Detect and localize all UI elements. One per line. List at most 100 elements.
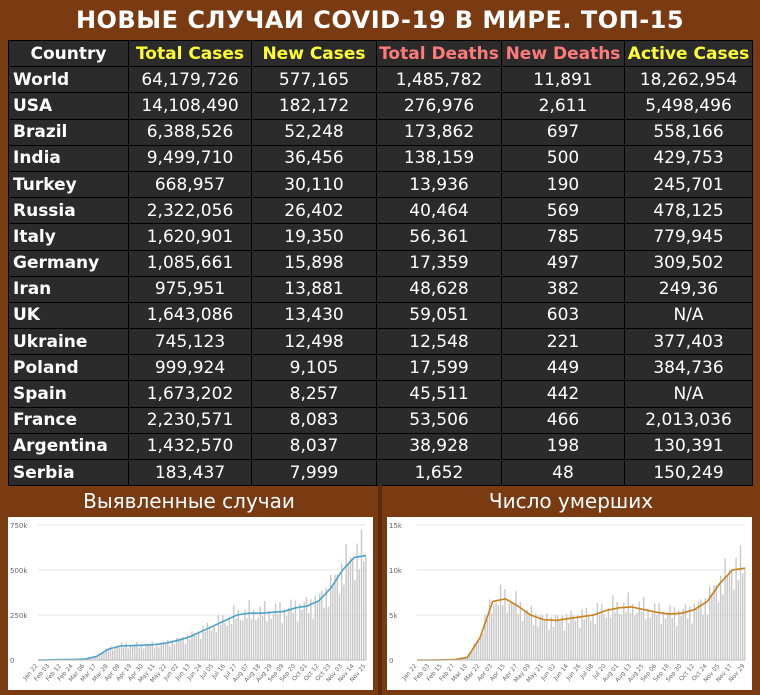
daily-bar [587,615,590,660]
value-cell: 130,391 [624,432,753,461]
y-tick-label: 250k [10,612,28,620]
value-cell: 198 [501,432,625,461]
daily-bar [316,601,319,660]
daily-bar [325,587,327,660]
daily-bar [475,644,478,660]
daily-bar [202,625,204,660]
daily-bar [618,613,621,660]
daily-bar [640,612,643,660]
daily-bar [147,644,149,660]
daily-bar [197,631,200,660]
table-row: Italy 1,620,901 19,350 56,361 785 779,945 [8,223,753,251]
daily-bar [689,606,691,660]
daily-bar [116,647,118,660]
table-header-row: Country Total Cases New Cases Total Deaths N… [8,39,753,68]
daily-bar [592,613,594,660]
daily-bar [480,636,482,660]
daily-bar [156,643,158,660]
value-cell: 173,862 [376,118,502,146]
daily-bar [609,617,612,660]
daily-bar [612,595,614,660]
daily-bar [673,607,676,660]
column-header: New Cases [251,39,377,68]
daily-bar [279,601,281,660]
daily-bar [713,585,715,660]
country-cell: India [8,144,129,172]
daily-bar [131,645,134,660]
daily-bar [471,651,473,660]
table-body: World 64,179,726 577,165 1,485,782 11,891 18,… [8,66,753,487]
value-cell: 64,179,726 [128,66,252,94]
daily-bar [477,640,480,660]
daily-bar [686,618,689,660]
daily-bar [576,615,579,660]
value-cell: 48 [501,458,625,487]
daily-bar [360,529,363,660]
daily-bar [484,614,486,660]
daily-bar [336,574,338,660]
daily-bar [151,641,154,660]
daily-bar [299,603,301,660]
value-cell: 17,599 [376,354,502,382]
value-cell: 26,402 [251,197,377,225]
daily-bar [127,648,129,660]
cases-chart-label: Выявленные случаи [83,489,295,513]
table-row: Serbia 183,437 7,999 1,652 48 150,249 [8,458,753,487]
value-cell: 249,36 [624,275,753,303]
daily-bar [268,610,270,660]
covid-table: Country Total Cases New Cases Total Deaths N… [8,39,753,487]
daily-bar [87,658,90,660]
daily-bar [92,657,94,660]
daily-bar [678,610,680,660]
daily-bar [620,614,623,660]
daily-bar [682,608,684,660]
daily-bar [717,601,720,660]
daily-bar [90,657,92,660]
daily-bar [343,584,345,660]
value-cell: 8,083 [251,406,377,434]
daily-bar [123,647,125,660]
daily-bar [281,623,283,660]
country-cell: France [8,406,129,434]
daily-bar [226,625,228,660]
value-cell: 36,456 [251,144,377,172]
daily-bar [744,568,746,660]
daily-bar [482,633,484,660]
daily-bar [653,603,656,660]
daily-bar [552,627,555,660]
daily-bar [675,626,678,660]
value-cell: 2,322,056 [128,197,252,225]
table-row: Germany 1,085,661 15,898 17,359 497 309,502 [8,249,753,277]
table-row: Poland 999,924 9,105 17,599 449 384,736 [8,354,753,382]
daily-bar [664,618,667,660]
daily-bar [94,655,96,660]
daily-bar [318,593,321,660]
daily-bar [250,618,253,660]
daily-bar [583,619,585,660]
daily-bar [96,656,99,660]
daily-bar [134,645,136,660]
value-cell: 17,359 [376,249,502,277]
value-cell: 668,957 [128,170,252,199]
daily-bar [294,600,297,660]
column-header: Active Cases [624,39,753,68]
daily-bar [114,648,116,660]
value-cell: 276,976 [376,92,502,120]
daily-bar [739,545,742,660]
covid-table-container: Country Total Cases New Cases Total Deaths N… [8,39,753,487]
country-cell: Argentina [8,432,129,461]
value-cell: 558,166 [624,118,753,146]
daily-bar [266,621,268,660]
daily-bar [213,624,215,660]
daily-bar [651,612,654,660]
table-row: Argentina 1,432,570 8,037 38,928 198 130,391 [8,432,753,461]
daily-bar [303,601,305,660]
daily-bar [305,597,308,660]
table-row: Turkey 668,957 30,110 13,936 190 245,701 [8,170,753,199]
daily-bar [735,557,737,660]
daily-bar [724,558,726,660]
daily-bar [704,598,706,660]
daily-bar [136,641,138,660]
column-header: Country [8,39,129,68]
daily-bar [667,612,669,660]
